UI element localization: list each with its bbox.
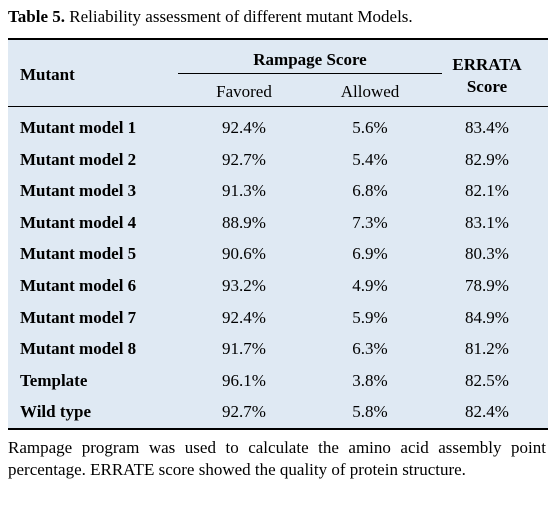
- row-favored-value: 90.6%: [222, 244, 266, 263]
- row-allowed-value: 6.9%: [352, 244, 388, 263]
- row-favored-value: 92.4%: [222, 118, 266, 137]
- table-header-rule: [8, 106, 548, 107]
- row-allowed-value: 6.3%: [352, 339, 388, 358]
- row-favored-value: 91.7%: [222, 339, 266, 358]
- row-errata-value: 82.9%: [465, 150, 509, 169]
- header-errata-line2: Score: [466, 77, 508, 96]
- row-mutant-name: Mutant model 6: [20, 276, 137, 295]
- table-caption-label: Table 5.: [8, 7, 66, 26]
- row-mutant-name: Mutant model 8: [20, 339, 137, 358]
- row-errata-value: 82.4%: [465, 402, 509, 421]
- row-errata-value: 80.3%: [465, 244, 509, 263]
- row-mutant-name: Mutant model 5: [20, 244, 137, 263]
- row-errata-value: 83.4%: [465, 118, 509, 137]
- row-mutant-name: Mutant model 3: [20, 181, 137, 200]
- row-errata-value: 82.5%: [465, 371, 509, 390]
- row-allowed-value: 3.8%: [352, 371, 388, 390]
- table-row: Wild type 92.7% 5.8% 82.4%: [8, 396, 548, 427]
- row-allowed-value: 5.4%: [352, 150, 388, 169]
- row-mutant-name: Wild type: [20, 402, 92, 421]
- row-mutant-name: Mutant model 2: [20, 150, 137, 169]
- table-row: Template 96.1% 3.8% 82.5%: [8, 365, 548, 396]
- row-allowed-value: 4.9%: [352, 276, 388, 295]
- table-footnote: Rampage program was used to calculate th…: [8, 438, 546, 479]
- row-favored-value: 92.4%: [222, 308, 266, 327]
- row-mutant-name: Mutant model 7: [20, 308, 137, 327]
- row-favored-value: 92.7%: [222, 402, 266, 421]
- header-mutant: Mutant: [20, 65, 75, 84]
- table-row: Mutant model 6 93.2% 4.9% 78.9%: [8, 270, 548, 301]
- row-favored-value: 93.2%: [222, 276, 266, 295]
- table-row: Mutant model 1 92.4% 5.6% 83.4%: [8, 112, 548, 143]
- row-favored-value: 92.7%: [222, 150, 266, 169]
- row-errata-value: 78.9%: [465, 276, 509, 295]
- table-row: Mutant model 8 91.7% 6.3% 81.2%: [8, 333, 548, 364]
- table-row: Mutant model 5 90.6% 6.9% 80.3%: [8, 238, 548, 269]
- row-errata-value: 83.1%: [465, 213, 509, 232]
- header-subrule: [178, 73, 442, 74]
- row-allowed-value: 6.8%: [352, 181, 388, 200]
- row-allowed-value: 5.9%: [352, 308, 388, 327]
- table-row: Mutant model 4 88.9% 7.3% 83.1%: [8, 207, 548, 238]
- header-rampage-score: Rampage Score: [253, 50, 367, 69]
- table-row: Mutant model 2 92.7% 5.4% 82.9%: [8, 144, 548, 175]
- header-allowed: Allowed: [340, 82, 400, 101]
- row-favored-value: 91.3%: [222, 181, 266, 200]
- table-caption: Table 5. Reliability assessment of diffe…: [8, 6, 413, 28]
- results-table: Mutant Rampage Score Favored Allowed ERR…: [8, 38, 548, 430]
- row-favored-value: 96.1%: [222, 371, 266, 390]
- row-mutant-name: Mutant model 4: [20, 213, 137, 232]
- header-errata-line1: ERRATA: [452, 55, 522, 74]
- row-allowed-value: 5.6%: [352, 118, 388, 137]
- row-errata-value: 84.9%: [465, 308, 509, 327]
- row-allowed-value: 5.8%: [352, 402, 388, 421]
- row-mutant-name: Template: [20, 371, 88, 390]
- table-row: Mutant model 7 92.4% 5.9% 84.9%: [8, 302, 548, 333]
- row-errata-value: 81.2%: [465, 339, 509, 358]
- table-bottom-rule: [8, 428, 548, 430]
- row-errata-value: 82.1%: [465, 181, 509, 200]
- header-favored: Favored: [216, 82, 272, 101]
- row-favored-value: 88.9%: [222, 213, 266, 232]
- table-caption-text: Reliability assessment of different muta…: [65, 7, 413, 26]
- row-mutant-name: Mutant model 1: [20, 118, 137, 137]
- row-allowed-value: 7.3%: [352, 213, 388, 232]
- table-row: Mutant model 3 91.3% 6.8% 82.1%: [8, 175, 548, 206]
- table-top-rule: [8, 38, 548, 40]
